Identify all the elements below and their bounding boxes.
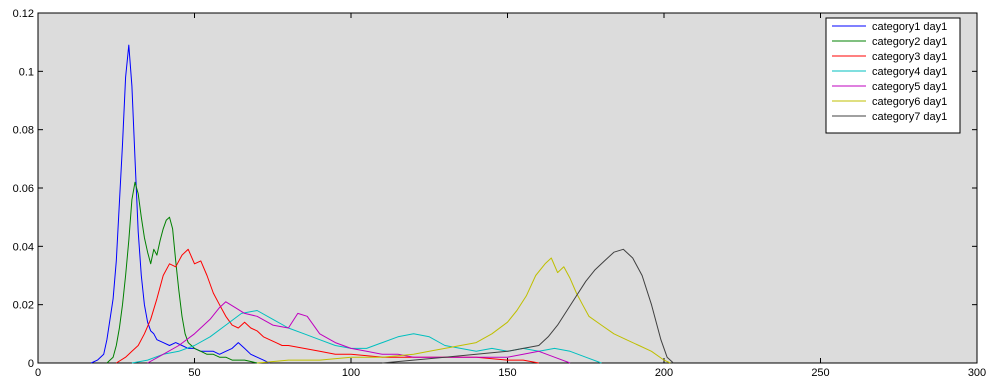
y-tick-label: 0.02 xyxy=(13,300,34,312)
series-line-3 xyxy=(116,248,539,364)
legend: category1 day1 category2 day1 category3 da… xyxy=(825,17,961,134)
axis-ticks: 0 50 100 150 200 250 300 0 0.02 0.04 0.06 0.08 0.1 0.… xyxy=(13,8,987,379)
y-tick-label: 0.12 xyxy=(13,8,34,20)
series-layer xyxy=(90,44,674,364)
plot-area xyxy=(37,12,978,364)
series-line-1 xyxy=(90,44,270,364)
legend-label-7: category7 day1 xyxy=(872,111,947,123)
series-line-2 xyxy=(106,181,258,364)
legend-label-3: category3 day1 xyxy=(872,51,947,63)
x-tick-label: 0 xyxy=(35,367,41,379)
y-tick-label: 0.06 xyxy=(13,183,34,195)
y-tick-label: 0.1 xyxy=(19,66,34,78)
x-tick-label: 250 xyxy=(811,367,829,379)
legend-label-4: category4 day1 xyxy=(872,66,947,78)
y-tick-label: 0.04 xyxy=(13,241,34,253)
x-tick-label: 50 xyxy=(188,367,200,379)
x-tick-label: 300 xyxy=(968,367,986,379)
legend-label-1: category1 day1 xyxy=(872,21,947,33)
legend-box xyxy=(825,17,961,134)
y-tick-label: 0.08 xyxy=(13,125,34,137)
y-tick-label: 0 xyxy=(28,358,34,370)
legend-label-6: category6 day1 xyxy=(872,96,947,108)
series-line-6 xyxy=(257,257,671,364)
legend-label-5: category5 day1 xyxy=(872,81,947,93)
series-line-5 xyxy=(147,301,571,364)
x-tick-label: 150 xyxy=(498,367,516,379)
legend-label-2: category2 day1 xyxy=(872,36,947,48)
x-tick-label: 100 xyxy=(342,367,360,379)
x-tick-label: 200 xyxy=(655,367,673,379)
series-line-7 xyxy=(382,248,674,364)
